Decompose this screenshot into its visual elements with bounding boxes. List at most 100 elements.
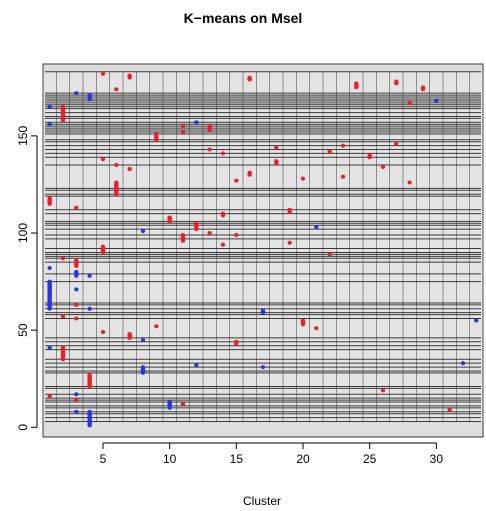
cluster-mark-red xyxy=(394,79,399,86)
cluster-mark-blue xyxy=(260,365,266,370)
cluster-mark-red xyxy=(300,176,306,181)
cluster-mark-blue xyxy=(47,104,52,109)
cluster-mark-red xyxy=(274,145,279,150)
cluster-mark-red xyxy=(180,129,186,134)
cluster-mark-red xyxy=(354,81,359,90)
cluster-mark-red xyxy=(207,124,212,133)
cluster-mark-blue xyxy=(47,122,52,127)
cluster-mark-red xyxy=(180,124,186,129)
cluster-mark-red xyxy=(420,85,426,92)
cluster-column xyxy=(363,71,376,422)
cluster-column xyxy=(110,71,123,422)
cluster-column xyxy=(350,71,363,422)
cluster-column xyxy=(323,71,336,422)
cluster-mark-red xyxy=(60,256,66,261)
cluster-column xyxy=(203,71,216,422)
cluster-mark-red xyxy=(367,153,372,160)
cluster-mark-blue xyxy=(167,400,172,410)
cluster-mark-red xyxy=(100,157,106,162)
cluster-mark-blue xyxy=(87,409,92,428)
cluster-column xyxy=(376,71,390,422)
chart-title: K−means on Msel xyxy=(184,10,303,26)
cluster-mark-red xyxy=(74,316,79,321)
x-tick-label: 5 xyxy=(100,452,107,466)
cluster-column xyxy=(43,71,56,422)
cluster-mark-red xyxy=(274,159,279,166)
cluster-column xyxy=(256,71,270,422)
cluster-column xyxy=(456,71,470,422)
y-axis: 0 50 100 150 xyxy=(16,126,38,431)
cluster-mark-red xyxy=(234,232,239,237)
cluster-mark-blue xyxy=(47,345,52,350)
cluster-mark-blue xyxy=(314,225,319,230)
cluster-mark-red xyxy=(154,324,159,329)
cluster-mark-red xyxy=(340,174,346,179)
cluster-mark-red xyxy=(287,207,292,214)
cluster-column xyxy=(283,71,296,422)
cluster-mark-red xyxy=(114,87,119,92)
cluster-mark-red xyxy=(60,345,66,362)
cluster-column xyxy=(390,71,403,422)
cluster-mark-blue xyxy=(140,337,146,342)
cluster-mark-red xyxy=(60,314,66,319)
cluster-mark-blue xyxy=(87,273,92,278)
cluster-mark-red xyxy=(127,73,132,80)
x-tick-label: 10 xyxy=(163,452,177,466)
cluster-mark-red xyxy=(287,240,292,245)
cluster-mark-red xyxy=(194,221,199,232)
cluster-mark-red xyxy=(207,231,212,236)
cluster-column xyxy=(70,71,83,422)
cluster-column xyxy=(176,71,190,422)
cluster-mark-red xyxy=(74,302,79,307)
cluster-mark-red xyxy=(380,164,386,169)
cluster-mark-red xyxy=(100,244,106,255)
cluster-mark-red xyxy=(327,149,332,154)
cluster-mark-red xyxy=(167,215,172,224)
cluster-mark-red xyxy=(180,401,186,406)
cluster-column xyxy=(416,71,430,422)
cluster-column xyxy=(270,71,283,422)
cluster-mark-blue xyxy=(140,229,146,234)
cluster-mark-red xyxy=(340,143,346,148)
cluster-mark-red xyxy=(74,398,79,403)
x-tick-label: 30 xyxy=(430,452,444,466)
cluster-column xyxy=(56,71,70,422)
cluster-mark-blue xyxy=(47,265,52,270)
cluster-column xyxy=(403,71,416,422)
cluster-mark-red xyxy=(234,339,239,346)
cluster-mark-blue xyxy=(87,93,92,101)
cluster-mark-blue xyxy=(87,306,92,311)
cluster-mark-blue xyxy=(74,392,79,397)
cluster-column xyxy=(150,71,163,422)
y-tick-label: 0 xyxy=(16,424,30,431)
cluster-mark-red xyxy=(207,147,212,152)
cluster-mark-blue xyxy=(434,98,439,103)
cluster-mark-blue xyxy=(194,363,199,368)
cluster-mark-red xyxy=(220,151,226,156)
cluster-mark-blue xyxy=(194,120,199,125)
cluster-mark-red xyxy=(100,71,106,76)
y-tick-label: 100 xyxy=(16,223,30,243)
cluster-mark-blue xyxy=(74,409,79,414)
cluster-column xyxy=(430,71,443,422)
cluster-mark-red xyxy=(394,141,399,146)
cluster-column xyxy=(443,71,456,422)
cluster-mark-blue xyxy=(74,287,79,292)
cluster-mark-blue xyxy=(74,91,79,96)
cluster-column xyxy=(190,71,203,422)
x-axis-label: Cluster xyxy=(243,494,281,508)
cluster-column xyxy=(83,71,96,422)
cluster-mark-blue xyxy=(474,318,479,323)
cluster-mark-red xyxy=(74,205,79,210)
cluster-mark-red xyxy=(327,252,332,257)
cluster-mark-red xyxy=(114,163,119,168)
cluster-mark-red xyxy=(220,211,226,218)
cluster-column xyxy=(230,71,243,422)
cluster-mark-red xyxy=(407,100,412,105)
x-axis: 5 10 15 20 25 30 xyxy=(100,442,444,466)
cluster-mark-red xyxy=(247,170,252,177)
cluster-mark-red xyxy=(380,388,386,393)
cluster-mark-red xyxy=(60,104,66,123)
cluster-mark-red xyxy=(447,407,452,412)
